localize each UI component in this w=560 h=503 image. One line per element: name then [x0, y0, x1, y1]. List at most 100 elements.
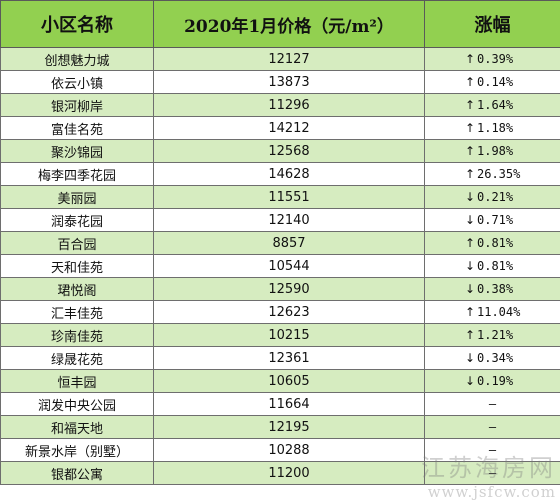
table-row: 银都公寓 11200 — [0, 461, 560, 485]
cell-community-name: 珺悦阁 [0, 277, 154, 301]
table-row: 天和佳苑 10544 ↓ 0.81% [0, 254, 560, 278]
cell-price: 14212 [153, 116, 425, 140]
table-row: 和福天地 12195 — [0, 415, 560, 439]
arrow-down-icon: ↓ [465, 190, 476, 204]
arrow-up-icon: ↑ [465, 305, 476, 319]
cell-change: ↑ 0.39% [424, 47, 560, 71]
cell-price: 12195 [153, 415, 425, 439]
cell-community-name: 新景水岸（别墅） [0, 438, 154, 462]
arrow-up-icon: ↑ [465, 236, 476, 250]
cell-price: 11296 [153, 93, 425, 117]
table-row: 梅李四季花园 14628 ↑ 26.35% [0, 162, 560, 186]
table-row: 恒丰园 10605 ↓ 0.19% [0, 369, 560, 393]
watermark-url: www.jsfcw.com [427, 483, 556, 501]
change-value: 0.19% [477, 374, 514, 388]
cell-change: ↑ 1.21% [424, 323, 560, 347]
change-value: — [488, 397, 497, 411]
header-price: 2020年1月价格（元/m²） [153, 0, 425, 48]
cell-change: ↓ 0.21% [424, 185, 560, 209]
cell-community-name: 美丽园 [0, 185, 154, 209]
cell-price: 12127 [153, 47, 425, 71]
arrow-down-icon: ↓ [465, 374, 476, 388]
change-value: 0.14% [477, 75, 514, 89]
cell-change: — [424, 392, 560, 416]
cell-community-name: 银河柳岸 [0, 93, 154, 117]
cell-change: — [424, 461, 560, 485]
change-value: 1.21% [477, 328, 514, 342]
header-name: 小区名称 [0, 0, 154, 48]
table-row: 银河柳岸 11296 ↑ 1.64% [0, 93, 560, 117]
cell-price: 12361 [153, 346, 425, 370]
arrow-up-icon: ↑ [465, 121, 476, 135]
table-row: 润发中央公园 11664 — [0, 392, 560, 416]
change-value: 1.18% [477, 121, 514, 135]
cell-price: 8857 [153, 231, 425, 255]
cell-change: ↑ 26.35% [424, 162, 560, 186]
cell-price: 11551 [153, 185, 425, 209]
arrow-up-icon: ↑ [465, 52, 476, 66]
table-row: 百合园 8857 ↑ 0.81% [0, 231, 560, 255]
cell-price: 12140 [153, 208, 425, 232]
arrow-up-icon: ↑ [465, 144, 476, 158]
cell-community-name: 润泰花园 [0, 208, 154, 232]
cell-price: 10288 [153, 438, 425, 462]
table-row: 创想魅力城 12127 ↑ 0.39% [0, 47, 560, 71]
cell-change: ↓ 0.34% [424, 346, 560, 370]
cell-community-name: 润发中央公园 [0, 392, 154, 416]
arrow-up-icon: ↑ [465, 98, 476, 112]
cell-community-name: 银都公寓 [0, 461, 154, 485]
cell-community-name: 富佳名苑 [0, 116, 154, 140]
cell-change: ↑ 0.14% [424, 70, 560, 94]
cell-price: 12590 [153, 277, 425, 301]
change-value: 26.35% [477, 167, 521, 181]
change-value: 0.81% [477, 259, 514, 273]
cell-change: ↑ 1.64% [424, 93, 560, 117]
cell-price: 11200 [153, 461, 425, 485]
change-value: 0.21% [477, 190, 514, 204]
cell-change: ↓ 0.38% [424, 277, 560, 301]
cell-price: 13873 [153, 70, 425, 94]
cell-community-name: 百合园 [0, 231, 154, 255]
cell-price: 11664 [153, 392, 425, 416]
cell-price: 14628 [153, 162, 425, 186]
change-value: 0.34% [477, 351, 514, 365]
cell-change: ↓ 0.71% [424, 208, 560, 232]
arrow-down-icon: ↓ [465, 213, 476, 227]
cell-change: ↑ 1.98% [424, 139, 560, 163]
change-value: — [488, 420, 497, 434]
table-row: 新景水岸（别墅） 10288 — [0, 438, 560, 462]
change-value: 1.98% [477, 144, 514, 158]
cell-community-name: 聚沙锦园 [0, 139, 154, 163]
cell-change: — [424, 415, 560, 439]
change-value: 0.39% [477, 52, 514, 66]
cell-community-name: 恒丰园 [0, 369, 154, 393]
cell-change: ↓ 0.81% [424, 254, 560, 278]
cell-community-name: 依云小镇 [0, 70, 154, 94]
arrow-up-icon: ↑ [465, 75, 476, 89]
cell-change: ↑ 1.18% [424, 116, 560, 140]
cell-change: — [424, 438, 560, 462]
change-value: 0.81% [477, 236, 514, 250]
change-value: 0.38% [477, 282, 514, 296]
cell-community-name: 绿晟花苑 [0, 346, 154, 370]
cell-price: 12568 [153, 139, 425, 163]
table-row: 美丽园 11551 ↓ 0.21% [0, 185, 560, 209]
table-row: 汇丰佳苑 12623 ↑ 11.04% [0, 300, 560, 324]
cell-price: 10215 [153, 323, 425, 347]
change-value: 1.64% [477, 98, 514, 112]
arrow-up-icon: ↑ [465, 328, 476, 342]
cell-community-name: 汇丰佳苑 [0, 300, 154, 324]
table-row: 珺悦阁 12590 ↓ 0.38% [0, 277, 560, 301]
table-row: 珍南佳苑 10215 ↑ 1.21% [0, 323, 560, 347]
table-header: 小区名称 2020年1月价格（元/m²） 涨幅 [0, 0, 560, 48]
change-value: — [488, 466, 497, 480]
table-row: 依云小镇 13873 ↑ 0.14% [0, 70, 560, 94]
header-change: 涨幅 [424, 0, 560, 48]
cell-price: 10605 [153, 369, 425, 393]
cell-change: ↑ 11.04% [424, 300, 560, 324]
cell-community-name: 梅李四季花园 [0, 162, 154, 186]
cell-community-name: 创想魅力城 [0, 47, 154, 71]
header-row: 小区名称 2020年1月价格（元/m²） 涨幅 [0, 0, 560, 48]
cell-price: 10544 [153, 254, 425, 278]
cell-community-name: 和福天地 [0, 415, 154, 439]
